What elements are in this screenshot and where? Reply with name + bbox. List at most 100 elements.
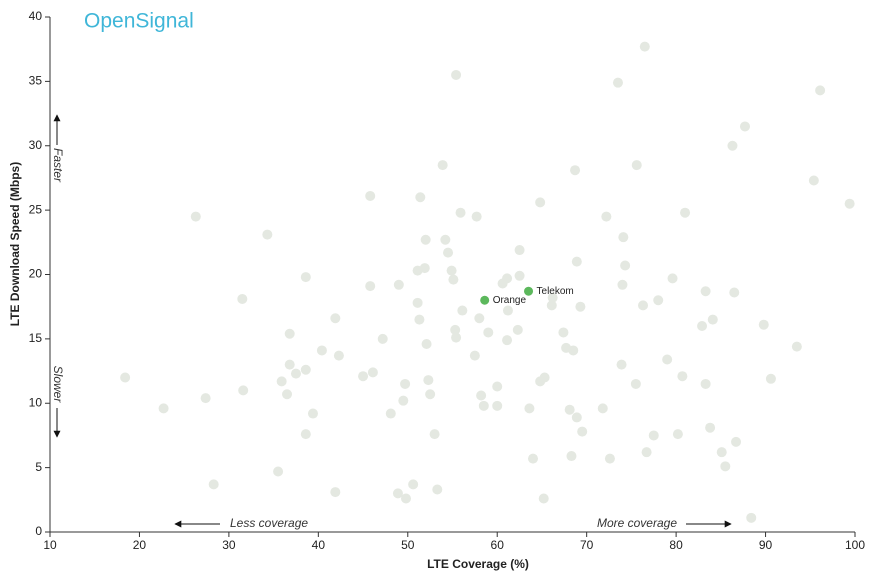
y-axis-title: LTE Download Speed (Mbps) [8, 162, 22, 326]
point [448, 274, 459, 285]
point [492, 400, 503, 411]
point [648, 430, 659, 441]
point [707, 314, 718, 325]
point [601, 211, 612, 222]
x-tick-label: 50 [401, 538, 415, 552]
point [330, 487, 341, 498]
point [535, 376, 546, 387]
point [631, 160, 642, 171]
point [393, 279, 404, 290]
point [564, 404, 575, 415]
point [400, 378, 411, 389]
x-tick-label: 70 [580, 538, 594, 552]
point [437, 160, 448, 171]
point [561, 342, 572, 353]
point [478, 400, 489, 411]
point [731, 436, 742, 447]
annotation: Slower [51, 366, 65, 404]
point [120, 372, 131, 383]
point [457, 305, 468, 316]
point [558, 327, 569, 338]
point [367, 367, 378, 378]
point [705, 422, 716, 433]
point [429, 429, 440, 440]
point [400, 493, 411, 504]
point [720, 461, 731, 472]
point [758, 319, 769, 330]
y-tick-label: 30 [29, 138, 43, 152]
point [423, 375, 434, 386]
point [476, 390, 487, 401]
point [571, 256, 582, 267]
point [680, 207, 691, 218]
point [469, 350, 480, 361]
x-tick-label: 90 [759, 538, 773, 552]
point [535, 197, 546, 208]
point [667, 273, 678, 284]
point [700, 286, 711, 297]
point [630, 378, 641, 389]
point [528, 453, 538, 464]
x-tick-label: 80 [669, 538, 683, 552]
point [290, 368, 301, 379]
point [300, 272, 311, 283]
point [358, 371, 369, 382]
point [412, 297, 423, 308]
point [653, 295, 664, 306]
point [815, 85, 826, 96]
point [420, 234, 431, 245]
point [284, 328, 295, 339]
point [638, 300, 649, 311]
point [617, 279, 628, 290]
point [844, 198, 855, 209]
point [330, 313, 341, 324]
point [480, 295, 490, 305]
point [421, 339, 432, 350]
point [524, 286, 534, 296]
point-label: Telekom [537, 286, 574, 297]
annotation: Faster [51, 148, 65, 183]
point [612, 77, 623, 88]
point [620, 260, 631, 271]
point [618, 232, 629, 243]
point [497, 278, 508, 289]
point [455, 207, 466, 218]
point [200, 393, 211, 404]
point [547, 292, 558, 303]
point [273, 466, 284, 477]
y-tick-label: 35 [29, 74, 43, 88]
point [425, 389, 436, 400]
point [190, 211, 201, 222]
point [208, 479, 219, 490]
x-tick-label: 10 [43, 538, 57, 552]
point [512, 324, 523, 335]
point [471, 211, 482, 222]
logo: OpenSignal [84, 10, 194, 33]
point [237, 293, 248, 304]
y-tick-label: 5 [35, 460, 42, 474]
point [677, 371, 688, 382]
point [300, 364, 311, 375]
point [502, 305, 513, 316]
point [808, 175, 819, 186]
point [446, 265, 457, 276]
point [746, 512, 757, 523]
point [538, 493, 549, 504]
point [639, 41, 650, 52]
point [672, 429, 683, 440]
x-axis-title: LTE Coverage (%) [427, 557, 529, 571]
point [514, 270, 525, 281]
point [392, 488, 403, 499]
point [450, 324, 461, 335]
point [570, 165, 581, 176]
point [385, 408, 396, 419]
annotation: More coverage [597, 516, 677, 530]
x-tick-label: 40 [312, 538, 326, 552]
y-tick-label: 0 [35, 524, 42, 538]
point [440, 234, 451, 245]
x-tick-label: 30 [222, 538, 236, 552]
y-tick-label: 20 [29, 267, 43, 281]
point [451, 69, 462, 80]
y-tick-label: 40 [29, 9, 43, 23]
